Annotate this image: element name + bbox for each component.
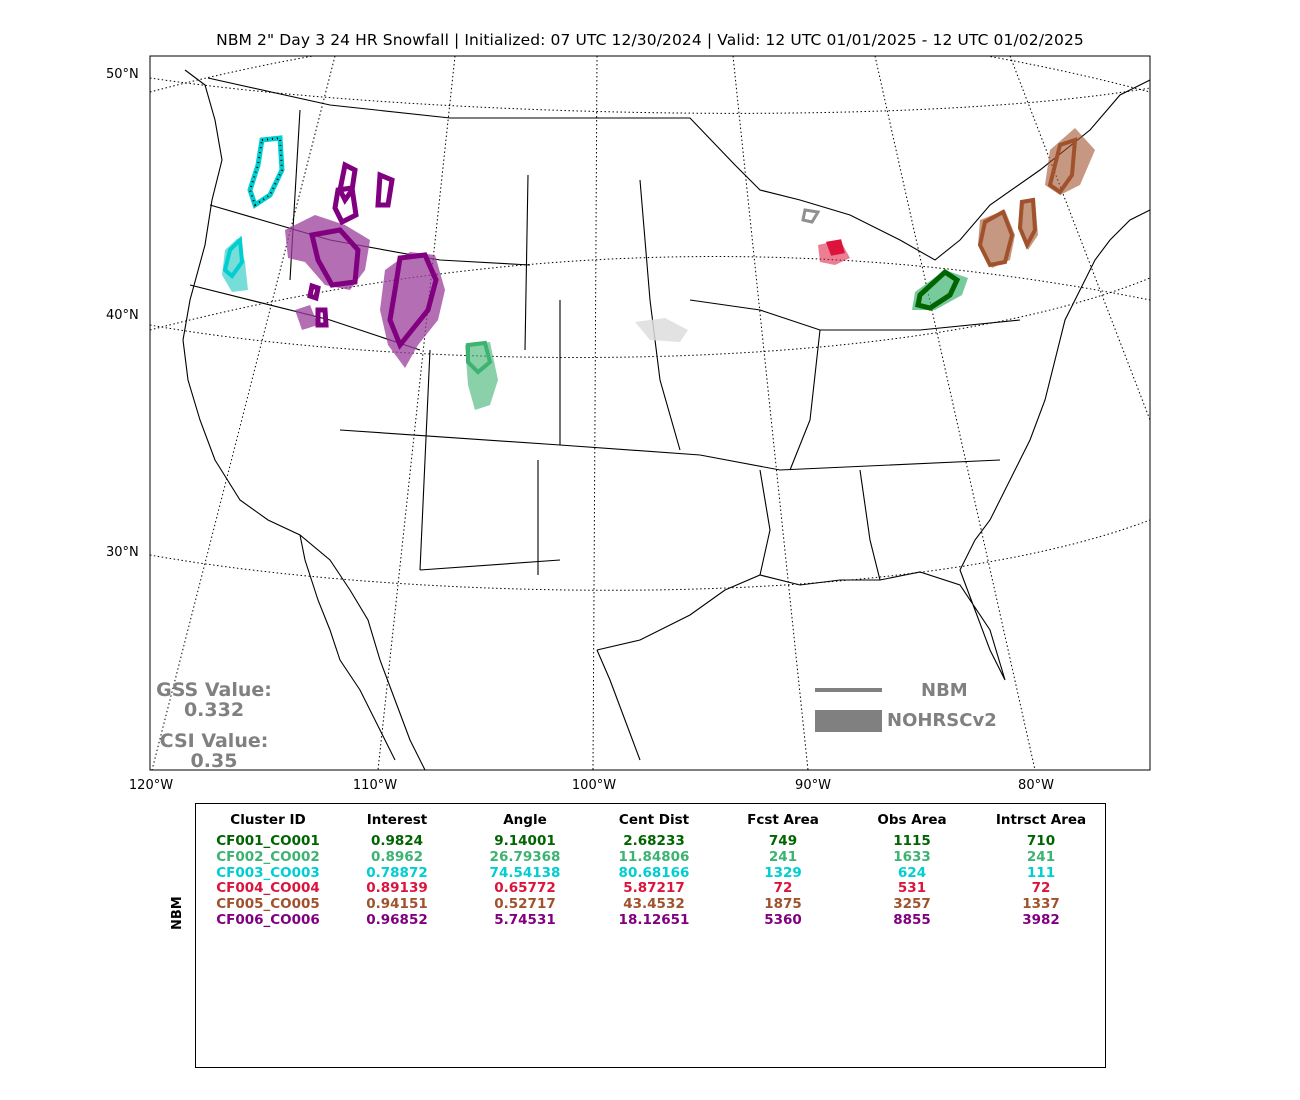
table-cell: 80.68166 <box>618 864 690 881</box>
table-header-cell: Cluster ID <box>230 812 306 828</box>
cluster-cf002 <box>465 340 498 410</box>
lat-label-40: 40°N <box>106 308 139 323</box>
csi-value: 0.35 <box>190 750 238 772</box>
table-cell: 0.94151 <box>366 896 428 913</box>
map-frame <box>149 55 1151 771</box>
cluster-cf003 <box>222 135 285 292</box>
table-header-cell: Obs Area <box>877 812 947 828</box>
cluster-cf005 <box>977 128 1095 268</box>
chart-title: NBM 2" Day 3 24 HR Snowfall | Initialize… <box>216 31 1084 49</box>
legend-nohrsc-label: NOHRSCv2 <box>887 710 997 731</box>
table-cell: 5.87217 <box>623 880 685 897</box>
table-cell: CF006_CO006 <box>216 912 320 928</box>
csi-label: CSI Value: <box>159 730 269 752</box>
table-cell: 531 <box>897 880 927 897</box>
table-cell: 26.79368 <box>489 848 561 865</box>
gss-value: 0.332 <box>183 699 245 721</box>
table-header-cell: Fcst Area <box>747 812 819 828</box>
table-cell: CF003_CO003 <box>216 864 320 881</box>
basemap <box>182 69 1150 770</box>
table-cell: 9.14001 <box>494 833 556 849</box>
table-cell: CF002_CO002 <box>216 848 320 865</box>
table-cell: 0.89139 <box>366 880 428 897</box>
legend-nbm-label: NBM <box>921 680 968 701</box>
lat-label-50: 50°N <box>106 67 139 82</box>
table-cell: 3982 <box>1022 912 1060 928</box>
stats-table <box>195 803 1106 1068</box>
table-cell: 624 <box>897 864 927 881</box>
table-cell: 74.54138 <box>489 864 561 881</box>
table-cell: 111 <box>1026 864 1056 881</box>
table-cell: 5360 <box>764 912 802 928</box>
table-header-cell: Interest <box>366 812 428 828</box>
lon-label-90: 90°W <box>795 778 831 793</box>
table-cell: 5.74531 <box>494 912 556 928</box>
table-cell: 1633 <box>893 848 931 865</box>
table-cell: 1875 <box>764 896 802 913</box>
lon-label-100: 100°W <box>571 778 617 793</box>
table-cell: 1329 <box>764 864 802 881</box>
cluster-cf004 <box>818 239 850 265</box>
table-cell: CF001_CO001 <box>216 833 320 849</box>
cluster-cf006 <box>285 161 445 368</box>
table-cell: 3257 <box>893 896 931 913</box>
table-cell: 241 <box>1026 848 1056 865</box>
gss-label: GSS Value: <box>156 679 272 701</box>
lon-label-110: 110°W <box>352 778 398 793</box>
table-cell: 0.9824 <box>370 833 424 849</box>
table-cell: 8855 <box>893 912 931 928</box>
table-cell: 72 <box>773 880 793 897</box>
table-cell: 72 <box>1031 880 1051 897</box>
table-cell: 2.68233 <box>623 833 685 849</box>
table-cell: 0.8962 <box>370 848 424 865</box>
table-header-cell: Intrsct Area <box>995 812 1087 828</box>
lat-label-30: 30°N <box>106 545 139 560</box>
table-cell: 749 <box>768 833 798 849</box>
lon-label-80: 80°W <box>1018 778 1054 793</box>
cluster-observed-gray <box>635 208 821 342</box>
legend-fill-swatch <box>815 710 882 732</box>
table-side-label: NBM <box>170 896 185 930</box>
table-cell: 18.12651 <box>618 912 690 928</box>
table-header-cell: Cent Dist <box>618 812 690 828</box>
table-cell: 43.4532 <box>623 896 685 913</box>
table-cell: CF005_CO005 <box>216 896 320 913</box>
table-cell: CF004_CO004 <box>216 880 320 897</box>
table-cell: 710 <box>1026 833 1056 849</box>
cluster-cf001 <box>912 268 968 311</box>
table-header-cell: Angle <box>503 812 547 828</box>
table-cell: 0.65772 <box>494 880 556 897</box>
table-cell: 1337 <box>1022 896 1060 913</box>
table-cell: 0.52717 <box>494 896 556 913</box>
table-cell: 241 <box>768 848 798 865</box>
table-cell: 1115 <box>893 833 931 849</box>
table-cell: 0.96852 <box>366 912 428 928</box>
lon-label-120: 120°W <box>128 778 174 793</box>
table-cell: 0.78872 <box>366 864 428 881</box>
table-cell: 11.84806 <box>618 848 690 865</box>
